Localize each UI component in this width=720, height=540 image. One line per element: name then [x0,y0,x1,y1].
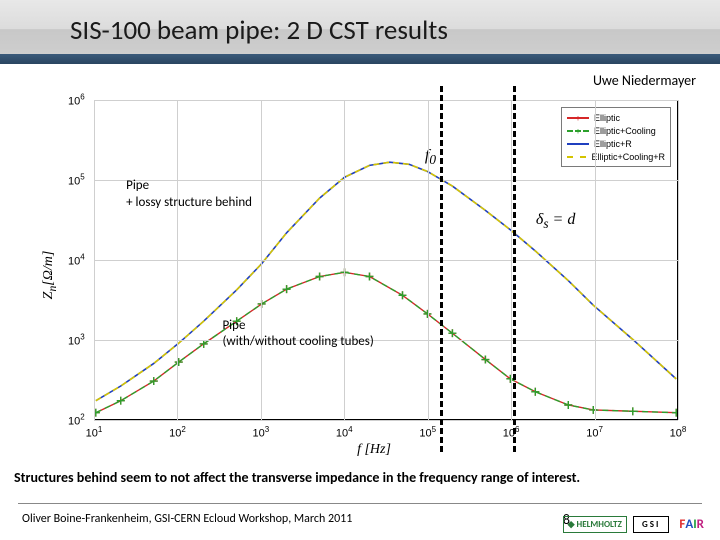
xtick: 107 [586,425,603,440]
ytick: 105 [68,173,85,188]
footer-divider [18,503,702,504]
annotation: Pipe(with/without cooling tubes) [222,318,373,351]
xtick: 105 [419,425,436,440]
y-axis-label: Zn[Ω/m] [41,251,59,300]
title-bar: SIS-100 beam pipe: 2 D CST results [0,0,720,64]
footer-text: Oliver Boine-Frankenheim, GSI-CERN Eclou… [22,512,352,526]
chart: Zn[Ω/m] f [Hz] +Elliptic+Elliptic+Coolin… [64,96,684,454]
xtick: 101 [86,425,103,440]
page-title: SIS-100 beam pipe: 2 D CST results [70,14,448,47]
xtick: 103 [252,425,269,440]
f0-label: f0 [425,147,436,168]
author-text: Uwe Niedermayer [593,72,696,89]
logo-gsi: GSI [633,516,669,533]
legend-item: +Elliptic [567,111,665,124]
ytick: 104 [68,253,85,268]
conclusion-text: Structures behind seem to not affect the… [14,469,580,486]
ytick: 103 [68,333,85,348]
xtick: 106 [503,425,520,440]
legend: +Elliptic+Elliptic+CoolingElliptic+RElli… [561,107,671,167]
annotation: Pipe+ lossy structure behind [126,178,252,211]
legend-item: +Elliptic+Cooling [567,124,665,137]
legend-item: Elliptic+Cooling+R [567,150,665,163]
logo-helmholtz: ◆ HELMHOLTZ [563,516,627,533]
x-axis-label: f [Hz] [357,442,391,458]
ytick: 106 [68,93,85,108]
delta-label: δs = d [536,211,575,232]
vline-f0 [440,86,443,452]
xtick: 108 [670,425,687,440]
vline-delta [513,86,516,452]
logo-fair: FAIR [675,515,708,534]
ytick: 102 [68,413,85,428]
logos: ◆ HELMHOLTZ GSI FAIR [563,515,708,534]
xtick: 104 [336,425,353,440]
xtick: 102 [169,425,186,440]
legend-item: Elliptic+R [567,137,665,150]
